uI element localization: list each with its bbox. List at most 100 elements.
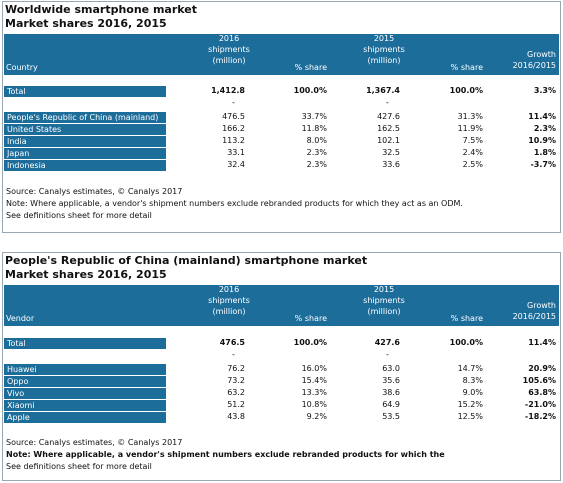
definitions-text: See definitions sheet for more detail [6,462,152,471]
dash: - [232,98,235,107]
header-2016-shipments: shipments [208,45,250,54]
cell-shipments-2016: 73.2 [227,376,245,385]
table-title: Worldwide smartphone market [5,3,198,16]
cell-growth: -21.0% [524,400,556,409]
cell-share-2016: 33.7% [301,112,327,121]
total-share-2015: 100.0% [449,86,483,95]
cell-share-2016: 2.3% [306,160,327,169]
total-label: Total [4,338,166,349]
cell-growth: 1.8% [533,148,556,157]
cell-share-2015: 2.4% [462,148,483,157]
total-label: Total [4,86,166,97]
source-text: Source: Canalys estimates, © Canalys 201… [6,438,183,447]
cell-share-2016: 2.3% [306,148,327,157]
china-market-table: People's Republic of China (mainland) sm… [2,252,561,481]
cell-growth: 11.4% [528,112,556,121]
cell-share-2016: 16.0% [301,364,327,373]
cell-growth: 105.6% [522,376,556,385]
header-growth-period: 2016/2015 [512,61,556,70]
header-share-2016: % share [294,314,327,323]
cell-share-2016: 13.3% [301,388,327,397]
cell-shipments-2015: 33.6 [382,160,400,169]
cell-growth: -18.2% [524,412,556,421]
cell-share-2015: 12.5% [457,412,483,421]
cell-share-2015: 31.3% [457,112,483,121]
total-share-2015: 100.0% [449,338,483,347]
cell-growth: 63.8% [528,388,556,397]
header-share-2015: % share [450,63,483,72]
cell-share-2015: 14.7% [457,364,483,373]
total-shipments-2015: 427.6 [374,338,400,347]
cell-shipments-2015: 427.6 [377,112,400,121]
definitions-text: See definitions sheet for more detail [6,211,152,220]
cell-shipments-2016: 76.2 [227,364,245,373]
table-subtitle: Market shares 2016, 2015 [5,17,167,30]
cell-shipments-2016: 32.4 [227,160,245,169]
header-2015-year: 2015 [373,34,395,43]
row-label: Huawei [4,364,166,375]
header-2015-shipments: shipments [363,296,405,305]
header-band [4,34,559,75]
dash: - [386,350,389,359]
cell-shipments-2015: 53.5 [382,412,400,421]
header-2015-year: 2015 [373,285,395,294]
cell-share-2016: 11.8% [301,124,327,133]
total-growth: 3.3% [533,86,556,95]
header-vendor: Vendor [6,314,35,323]
cell-shipments-2015: 162.5 [377,124,400,133]
total-shipments-2016: 476.5 [219,338,245,347]
table-title: People's Republic of China (mainland) sm… [5,254,368,267]
cell-shipments-2016: 113.2 [222,136,245,145]
total-share-2016: 100.0% [293,86,327,95]
cell-shipments-2015: 102.1 [377,136,400,145]
cell-shipments-2015: 32.5 [382,148,400,157]
cell-share-2015: 15.2% [457,400,483,409]
row-label: Apple [4,412,166,423]
cell-growth: -3.7% [530,160,556,169]
row-label: Japan [4,148,166,159]
cell-share-2015: 9.0% [462,388,483,397]
header-band [4,285,559,326]
header-2016-million: (million) [212,56,246,65]
note-text: Note: Where applicable, a vendor's shipm… [6,199,463,208]
header-2016-year: 2016 [218,285,240,294]
cell-growth: 10.9% [528,136,556,145]
header-growth-period: 2016/2015 [512,312,556,321]
cell-shipments-2016: 63.2 [227,388,245,397]
cell-growth: 2.3% [533,124,556,133]
total-shipments-2016: 1,412.8 [211,86,245,95]
note-text: Note: Where applicable, a vendor's shipm… [6,450,445,459]
row-label: Xiaomi [4,400,166,411]
cell-share-2015: 7.5% [462,136,483,145]
cell-shipments-2015: 63.0 [382,364,400,373]
cell-shipments-2016: 476.5 [222,112,245,121]
total-share-2016: 100.0% [293,338,327,347]
row-label: Indonesia [4,160,166,171]
cell-shipments-2015: 38.6 [382,388,400,397]
cell-shipments-2016: 51.2 [227,400,245,409]
header-share-2016: % share [294,63,327,72]
header-2015-shipments: shipments [363,45,405,54]
cell-shipments-2016: 43.8 [227,412,245,421]
header-growth: Growth [527,301,556,310]
header-2015-million: (million) [367,56,401,65]
cell-growth: 20.9% [528,364,556,373]
cell-share-2016: 9.2% [306,412,327,421]
worldwide-market-table: Worldwide smartphone market Market share… [2,1,561,233]
header-2016-year: 2016 [218,34,240,43]
dash: - [386,98,389,107]
row-label: People's Republic of China (mainland) [4,112,166,123]
header-2016-shipments: shipments [208,296,250,305]
header-2016-million: (million) [212,307,246,316]
header-country: Country [6,63,38,72]
cell-shipments-2015: 64.9 [382,400,400,409]
total-growth: 11.4% [528,338,556,347]
total-shipments-2015: 1,367.4 [366,86,400,95]
header-growth: Growth [527,50,556,59]
row-label: Vivo [4,388,166,399]
cell-shipments-2016: 33.1 [227,148,245,157]
cell-share-2016: 15.4% [301,376,327,385]
row-label: India [4,136,166,147]
cell-share-2016: 10.8% [301,400,327,409]
table-subtitle: Market shares 2016, 2015 [5,268,167,281]
